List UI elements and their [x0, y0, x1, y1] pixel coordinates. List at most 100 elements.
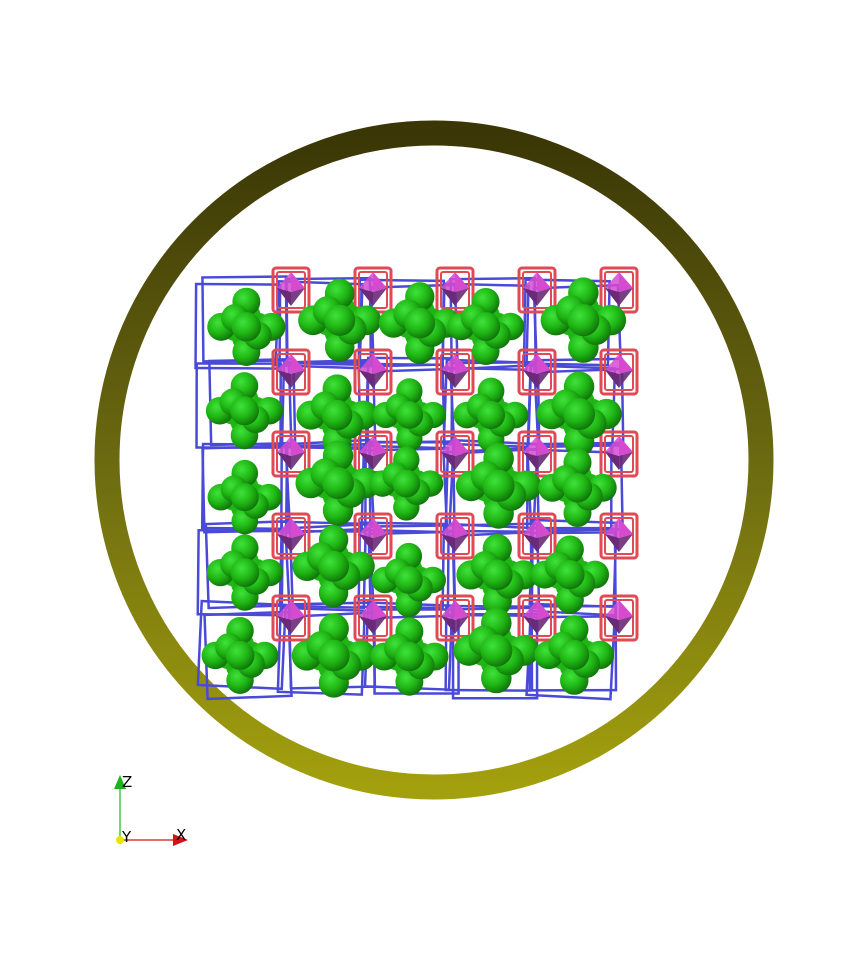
- octahedron-face: [373, 600, 387, 620]
- octahedron-face: [291, 370, 305, 388]
- octahedron-face: [291, 600, 305, 620]
- octahedron-face: [523, 288, 537, 306]
- octahedron-face: [373, 518, 387, 538]
- octahedron-face: [441, 272, 455, 292]
- octahedron-face: [619, 534, 633, 552]
- octahedron-face: [277, 452, 291, 470]
- octahedron-face: [277, 436, 291, 456]
- jack-ball: [559, 639, 590, 670]
- octahedron-face: [441, 452, 455, 470]
- octahedron-face: [455, 436, 469, 456]
- octahedron-cage: [271, 512, 311, 560]
- octahedron-face: [441, 370, 455, 388]
- octahedron-cage: [435, 430, 475, 478]
- octahedron-cage: [435, 348, 475, 396]
- octahedron-face: [619, 288, 633, 306]
- octahedron-face: [523, 616, 537, 634]
- octahedron-layer: [271, 266, 639, 642]
- octahedron-face: [373, 436, 387, 456]
- octahedron-face: [605, 518, 619, 538]
- octahedron-face: [537, 452, 551, 470]
- octahedron-face: [277, 288, 291, 306]
- jack-ball: [555, 559, 585, 590]
- octahedron-face: [619, 354, 633, 374]
- octahedron-cage: [435, 594, 475, 642]
- octahedron-cage: [599, 430, 639, 478]
- octahedron-face: [523, 272, 537, 292]
- octahedron-face: [605, 272, 619, 292]
- octahedron-face: [619, 518, 633, 538]
- x-axis-label: X: [176, 826, 186, 844]
- octahedron-face: [523, 354, 537, 374]
- octahedron-face: [619, 370, 633, 388]
- octahedron-face: [441, 600, 455, 620]
- octahedron-face: [291, 272, 305, 292]
- octahedron-face: [455, 616, 469, 634]
- octahedron-face: [359, 354, 373, 374]
- octahedron-face: [455, 534, 469, 552]
- octahedron-face: [537, 370, 551, 388]
- octahedron-face: [537, 616, 551, 634]
- octahedron-face: [605, 370, 619, 388]
- octahedron-face: [373, 534, 387, 552]
- octahedron-face: [605, 288, 619, 306]
- y-axis-marker: [116, 836, 124, 844]
- octahedron-cage: [353, 512, 393, 560]
- jack-ball: [231, 312, 262, 342]
- octahedron-face: [455, 272, 469, 292]
- octahedron-face: [605, 600, 619, 620]
- octahedron-face: [291, 288, 305, 306]
- octahedron-cage: [517, 594, 557, 642]
- x-axis-arrowhead: [173, 834, 188, 846]
- octahedron-face: [605, 436, 619, 456]
- octahedron-face: [441, 616, 455, 634]
- octahedron-face: [277, 370, 291, 388]
- octahedron-face: [373, 616, 387, 634]
- octahedron-face: [523, 452, 537, 470]
- octahedron-face: [455, 288, 469, 306]
- octahedron-cage: [271, 348, 311, 396]
- octahedron-face: [373, 452, 387, 470]
- octahedron-face: [277, 272, 291, 292]
- octahedron-face: [359, 436, 373, 456]
- octahedron-face: [277, 616, 291, 634]
- octahedron-face: [291, 436, 305, 456]
- jack-ball: [395, 401, 424, 429]
- jack-ball: [481, 559, 513, 591]
- octahedron-face: [441, 518, 455, 538]
- octahedron-face: [359, 370, 373, 388]
- jack-ball: [404, 307, 436, 339]
- octahedron-face: [619, 616, 633, 634]
- octahedron-cage: [271, 594, 311, 642]
- octahedron-cage: [599, 348, 639, 396]
- octahedron-face: [359, 288, 373, 306]
- z-axis-arrowhead: [114, 775, 126, 789]
- octahedron-face: [373, 288, 387, 306]
- octahedron-face: [441, 436, 455, 456]
- octahedron-face: [359, 518, 373, 538]
- octahedron-cage: [599, 512, 639, 560]
- jack-ball: [318, 639, 350, 672]
- octahedron-face: [291, 534, 305, 552]
- orientation-axes: Z Y X: [114, 773, 188, 846]
- octahedron-face: [277, 534, 291, 552]
- octahedron-face: [441, 534, 455, 552]
- enclosing-ring: [94, 120, 774, 800]
- jack-ball: [562, 473, 593, 503]
- jack-ball: [322, 467, 355, 500]
- jack-ball: [563, 398, 596, 431]
- y-axis-label: Y: [121, 828, 132, 846]
- jack-ball: [482, 469, 515, 502]
- octahedron-cage: [517, 512, 557, 560]
- octahedron-face: [455, 354, 469, 374]
- jack-ball: [324, 304, 356, 336]
- octahedron-face: [455, 518, 469, 538]
- octahedron-face: [605, 354, 619, 374]
- octahedron-face: [441, 288, 455, 306]
- octahedron-face: [277, 354, 291, 374]
- octahedron-cage: [353, 594, 393, 642]
- jack-ball: [394, 641, 425, 672]
- octahedron-face: [619, 600, 633, 620]
- octahedron-face: [523, 436, 537, 456]
